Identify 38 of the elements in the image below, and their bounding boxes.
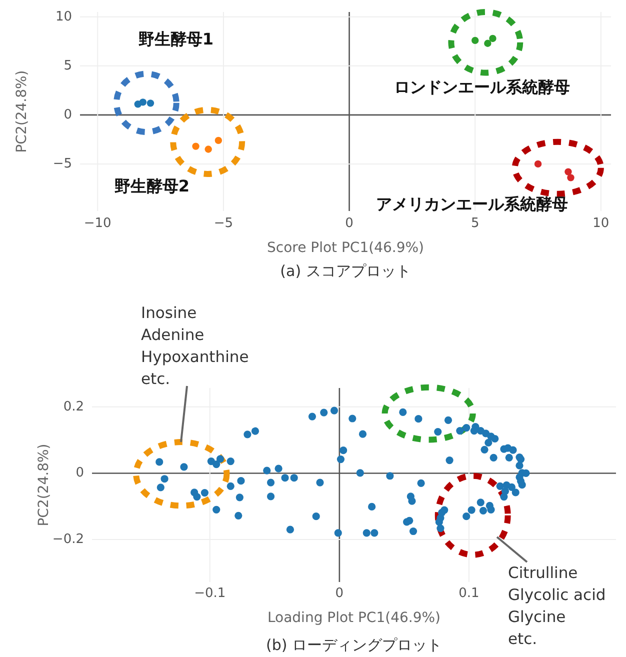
y-tick-label: 10 [55, 9, 72, 24]
annotation: アメリカンエール系統酵母 [376, 194, 568, 214]
text: Inosine Adenine Hypoxanthine etc. [141, 304, 249, 388]
y-axis-title: PC2(24.8%) [14, 70, 30, 153]
point [192, 142, 200, 150]
y-tick-label: 0 [64, 107, 72, 122]
annotation: ロンドンエール系統酵母 [394, 78, 570, 96]
y-tick-label: −5 [52, 156, 72, 172]
text: (a) スコアプロット [280, 262, 411, 280]
y-tick-label: 0.2 [63, 399, 84, 414]
y-tick-label: 5 [64, 58, 72, 74]
point [484, 40, 492, 47]
point [139, 98, 147, 106]
y-tick-label: 0 [76, 466, 84, 481]
x-tick-label: 0 [335, 586, 344, 601]
point [146, 100, 154, 107]
point [214, 136, 222, 144]
x-tick-label: 0 [345, 216, 354, 231]
point [472, 36, 479, 44]
x-tick-label: −10 [84, 216, 112, 231]
point [567, 174, 574, 182]
annotation: Citrulline Glycolic acid Glycine etc. [508, 564, 606, 648]
point [564, 168, 572, 176]
x-axis-title: Score Plot PC1(46.9%) [266, 240, 424, 256]
x-tick-label: −5 [214, 216, 234, 231]
point [204, 146, 212, 153]
x-axis-title: Loading Plot PC1(46.9%) [267, 610, 441, 626]
point [489, 34, 496, 42]
x-tick-label: −0.1 [194, 586, 226, 601]
y-tick-label: −0.2 [52, 532, 84, 548]
x-tick-label: 5 [470, 216, 480, 231]
point [534, 160, 542, 168]
annotation: 野生酵母2 [114, 176, 190, 196]
annotation: 野生酵母1 [138, 30, 214, 48]
y-axis-title: PC2(24.8%) [36, 444, 52, 526]
x-tick-label: 0.1 [458, 586, 480, 601]
text: (b) ローディングプロット [266, 636, 442, 654]
x-tick-label: 10 [592, 216, 610, 231]
